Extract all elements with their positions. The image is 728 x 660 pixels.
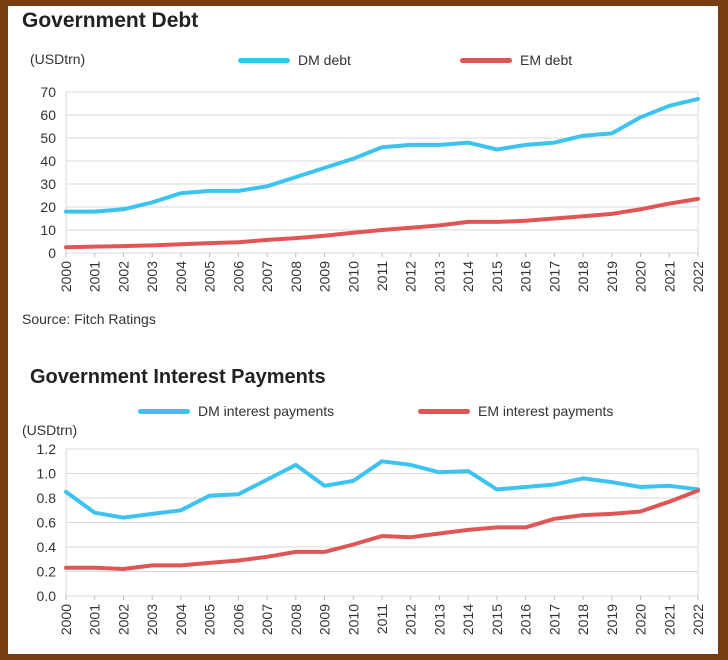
x-tick-label: 2014 <box>460 261 476 292</box>
x-tick-label: 2008 <box>288 604 304 635</box>
chart-2-title: Government Interest Payments <box>30 366 326 388</box>
chart-1-legend-em: EM debt <box>460 52 572 68</box>
x-tick-label: 2022 <box>690 604 706 635</box>
x-tick-label: 2018 <box>575 261 591 292</box>
x-tick-label: 2015 <box>489 261 505 292</box>
x-tick-label: 2002 <box>115 261 131 292</box>
y-tick-label: 30 <box>40 176 56 192</box>
chart-2-plot: 0.0 0.2 0.4 0.6 0.8 1.0 1.2 2000 2001 2002 2003 200… <box>37 441 706 635</box>
y-tick-label: 0.8 <box>37 490 57 506</box>
chart-1-source: Source: Fitch Ratings <box>22 311 156 327</box>
x-tick-label: 2017 <box>546 261 562 292</box>
chart-1-title: Government Debt <box>22 9 199 32</box>
legend-swatch-em-interest <box>418 408 470 414</box>
x-tick-label: 2007 <box>259 604 275 635</box>
x-tick-label: 2010 <box>345 604 361 635</box>
x-tick-label: 2007 <box>259 261 275 292</box>
series-line-em <box>64 196 700 250</box>
x-tick-label: 2018 <box>575 604 591 635</box>
x-tick-label: 2021 <box>661 261 677 292</box>
x-tick-label: 2016 <box>518 261 534 292</box>
x-tick-label: 2021 <box>661 604 677 635</box>
x-tick-label: 2006 <box>230 261 246 292</box>
x-tick-label: 2010 <box>345 261 361 292</box>
x-tick-label: 2000 <box>58 261 74 292</box>
x-tick-label: 2009 <box>317 261 333 292</box>
y-tick-label: 70 <box>40 84 56 100</box>
chart-1-plot: 0 10 20 30 40 50 60 70 2000 2001 2002 2003 2004 2005 2… <box>40 84 706 292</box>
series-line-em <box>64 488 700 571</box>
x-tick-label: 2012 <box>403 261 419 292</box>
x-tick-label: 2006 <box>230 604 246 635</box>
x-tick-label: 2022 <box>690 261 706 292</box>
y-tick-label: 60 <box>40 107 56 123</box>
x-tick-label: 2001 <box>87 261 103 292</box>
y-tick-label: 1.0 <box>37 466 57 482</box>
y-tick-label: 50 <box>40 130 56 146</box>
x-tick-label: 2020 <box>633 604 649 635</box>
x-tick-label: 2000 <box>58 604 74 635</box>
x-tick-label: 2003 <box>144 604 160 635</box>
x-tick-label: 2001 <box>87 604 103 635</box>
y-tick-label: 1.2 <box>37 441 57 457</box>
chart-2-unit-label: (USDtrn) <box>22 422 78 438</box>
legend-swatch-dm-interest <box>138 408 190 414</box>
chart-2-legend-em: EM interest payments <box>418 403 613 419</box>
legend-label-em-debt: EM debt <box>520 52 573 68</box>
legend-label-dm-interest: DM interest payments <box>198 403 335 419</box>
chart-2-legend-dm: DM interest payments <box>138 403 334 419</box>
x-tick-label: 2004 <box>173 604 189 635</box>
y-tick-label: 0.0 <box>37 588 57 604</box>
x-tick-label: 2003 <box>144 261 160 292</box>
series-line-dm <box>64 96 700 214</box>
x-tick-label: 2002 <box>115 604 131 635</box>
x-tick-label: 2014 <box>460 604 476 635</box>
x-tick-label: 2011 <box>374 604 390 634</box>
x-tick-label: 2013 <box>431 261 447 292</box>
series-line-dm <box>64 459 700 520</box>
y-tick-label: 0.6 <box>37 515 57 531</box>
x-tick-label: 2019 <box>604 604 620 635</box>
report-figure: Government Debt (USDtrn) DM debt EM debt… <box>8 6 718 654</box>
legend-label-dm-debt: DM debt <box>298 52 351 68</box>
y-tick-label: 40 <box>40 153 56 169</box>
x-tick-label: 2020 <box>633 261 649 292</box>
y-tick-label: 0 <box>48 245 56 261</box>
x-tick-label: 2012 <box>403 604 419 635</box>
y-tick-label: 0.4 <box>37 539 57 555</box>
y-tick-label: 20 <box>40 199 56 215</box>
x-tick-label: 2015 <box>489 604 505 635</box>
chart-1-unit-label: (USDtrn) <box>30 51 86 67</box>
legend-swatch-dm-debt <box>238 57 290 63</box>
y-tick-label: 10 <box>40 222 56 238</box>
x-tick-label: 2016 <box>518 604 534 635</box>
x-tick-label: 2008 <box>288 261 304 292</box>
x-tick-label: 2009 <box>317 604 333 635</box>
x-tick-label: 2005 <box>202 604 218 635</box>
chart-1-legend-dm: DM debt <box>238 52 351 68</box>
x-tick-label: 2019 <box>604 261 620 292</box>
x-tick-label: 2011 <box>374 261 390 291</box>
legend-label-em-interest: EM interest payments <box>478 403 614 419</box>
x-tick-label: 2017 <box>546 604 562 635</box>
y-tick-label: 0.2 <box>37 564 57 580</box>
legend-swatch-em-debt <box>460 57 512 63</box>
x-tick-label: 2004 <box>173 261 189 292</box>
x-tick-label: 2013 <box>431 604 447 635</box>
x-tick-label: 2005 <box>202 261 218 292</box>
